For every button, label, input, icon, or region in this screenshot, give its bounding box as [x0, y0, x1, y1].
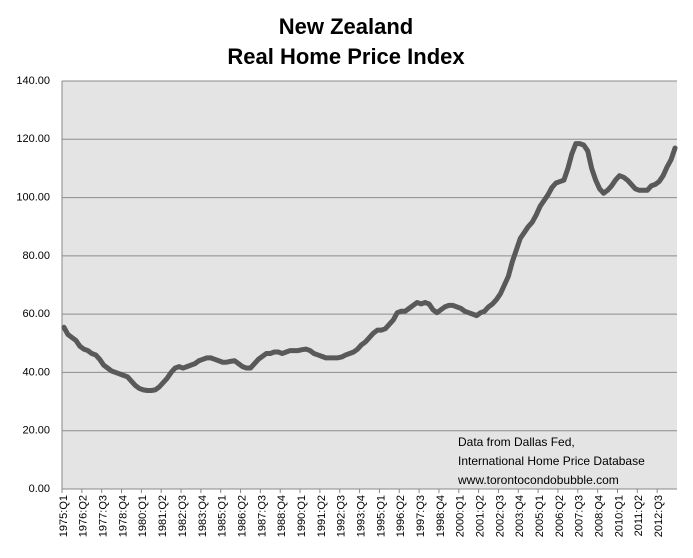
x-tick-label: 2012:Q3 [653, 495, 665, 537]
x-tick-label: 2000:Q1 [455, 495, 467, 537]
x-tick-label: 1978:Q4 [117, 495, 129, 537]
x-tick-label: 1992:Q3 [336, 495, 348, 537]
x-tick-label: 1982:Q3 [177, 495, 189, 537]
y-tick-label: 120.00 [16, 133, 50, 145]
x-tick-label: 1997:Q3 [415, 495, 427, 537]
x-tick-label: 1991:Q2 [316, 495, 328, 537]
x-tick-label: 2003:Q4 [514, 495, 526, 537]
chart-title: New Zealand [279, 14, 413, 39]
x-tick-label: 1987:Q3 [256, 495, 268, 537]
y-tick-label: 20.00 [22, 425, 50, 437]
x-tick-label: 1977:Q3 [98, 495, 110, 537]
x-tick-label: 2008:Q4 [594, 495, 606, 537]
x-tick-label: 1988:Q4 [276, 495, 288, 537]
annotation: www.torontocondobubble.com [457, 473, 619, 487]
chart-title: Real Home Price Index [227, 44, 465, 69]
x-tick-label: 2005:Q1 [534, 495, 546, 537]
y-tick-label: 80.00 [22, 250, 50, 262]
x-tick-label: 1985:Q1 [217, 495, 229, 537]
x-tick-label: 2010:Q1 [613, 495, 625, 537]
annotation: Data from Dallas Fed, [458, 435, 575, 449]
y-tick-label: 100.00 [16, 191, 50, 203]
x-tick-label: 2006:Q2 [554, 495, 566, 537]
annotation: International Home Price Database [458, 454, 645, 468]
y-tick-label: 0.00 [29, 483, 50, 495]
x-tick-label: 2002:Q3 [494, 495, 506, 537]
line-series [61, 141, 678, 393]
x-tick-label: 1993:Q4 [355, 495, 367, 537]
x-tick-label: 1990:Q1 [296, 495, 308, 537]
x-tick-label: 2007:Q3 [574, 495, 586, 537]
x-tick-label: 1986:Q2 [236, 495, 248, 537]
x-tick-label: 1996:Q2 [395, 495, 407, 537]
y-tick-label: 140.00 [16, 75, 50, 87]
x-tick-label: 1981:Q2 [157, 495, 169, 537]
x-tick-label: 1995:Q1 [375, 495, 387, 537]
y-tick-label: 40.00 [22, 366, 50, 378]
x-tick-label: 1983:Q4 [197, 495, 209, 537]
y-tick-label: 60.00 [22, 308, 50, 320]
x-tick-label: 1976:Q2 [78, 495, 90, 537]
x-tick-label: 2011:Q2 [633, 495, 645, 536]
x-tick-label: 1980:Q1 [137, 495, 149, 537]
x-tick-label: 1998:Q4 [435, 495, 447, 537]
x-tick-label: 1975:Q1 [58, 495, 70, 537]
x-tick-label: 2001:Q2 [475, 495, 487, 537]
plot-area [62, 81, 677, 489]
